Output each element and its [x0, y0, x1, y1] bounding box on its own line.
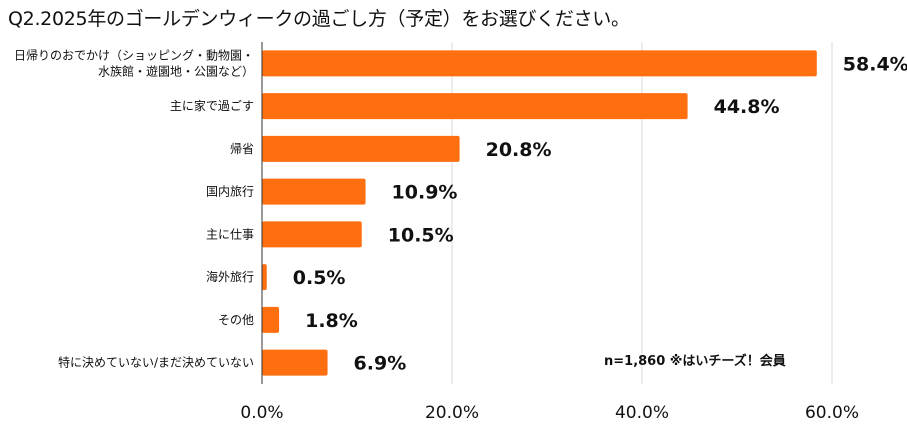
category-label: 国内旅行 — [206, 185, 254, 199]
bar — [262, 264, 267, 291]
value-label: 20.8% — [486, 139, 552, 161]
bar — [262, 221, 362, 248]
bar — [262, 178, 366, 205]
x-tick-label: 60.0% — [805, 403, 859, 423]
category-label: 主に家で過ごす — [170, 98, 254, 113]
bar — [262, 93, 688, 120]
bar — [262, 306, 280, 333]
bar — [262, 50, 817, 77]
value-label: 1.8% — [305, 310, 358, 332]
x-tick-label: 0.0% — [240, 403, 283, 423]
category-label: 海外旅行 — [206, 269, 254, 284]
value-label: 6.9% — [354, 353, 407, 375]
value-label: 58.4% — [843, 53, 907, 75]
category-label: 日帰りのおでかけ（ショッピング・動物園・ — [14, 48, 254, 62]
sample-note: n=1,860 ※はいチーズ！会員 — [604, 354, 786, 369]
category-label: 特に決めていない/まだ決めていない — [58, 355, 254, 370]
x-tick-label: 20.0% — [425, 403, 479, 423]
category-label: 帰省 — [230, 142, 254, 156]
value-label: 10.5% — [388, 224, 454, 246]
category-label: その他 — [218, 313, 254, 327]
value-label: 10.9% — [392, 182, 458, 204]
chart-title: Q2.2025年のゴールデンウィークの過ごし方（予定）をお選びください。 — [8, 8, 630, 30]
bar — [262, 135, 460, 162]
category-label: 水族館・遊園地・公園など） — [98, 63, 254, 78]
value-label: 44.8% — [714, 96, 780, 118]
x-tick-label: 40.0% — [615, 403, 669, 423]
bar — [262, 349, 328, 376]
category-label: 主に仕事 — [206, 227, 254, 241]
value-label: 0.5% — [293, 267, 346, 289]
